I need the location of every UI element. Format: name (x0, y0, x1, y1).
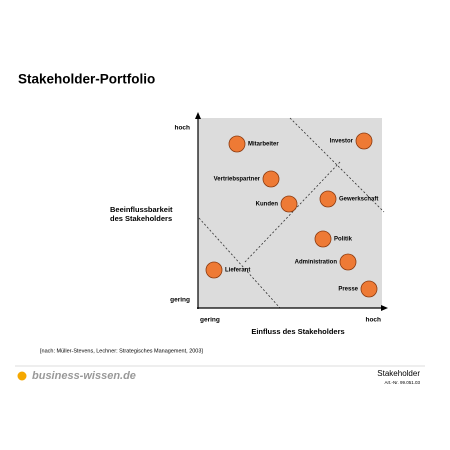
brand-dot (17, 371, 27, 381)
stakeholder (280, 195, 298, 213)
x-low: gering (200, 317, 220, 324)
y-title: Beeinflussbarkeit (110, 205, 173, 214)
stakeholder-label: Investor (330, 139, 354, 145)
stakeholder-label: Presse (338, 287, 358, 293)
y-high: hoch (174, 125, 190, 132)
y-title: des Stakeholders (110, 214, 172, 223)
x-title: Einfluss des Stakeholders (251, 327, 344, 336)
stakeholder-label: Kunden (256, 202, 279, 208)
article: Art.-Nr. 99.051.03 (384, 380, 420, 385)
stakeholder-label: Lieferant (225, 268, 250, 274)
stakeholder (319, 190, 337, 208)
plot-area (198, 118, 382, 308)
stakeholder (355, 132, 373, 150)
nodes: Mitarbeiter Investor Vertriebspartner Kunde… (205, 132, 378, 298)
stakeholder (228, 135, 246, 153)
stakeholder-label: Politik (334, 237, 353, 243)
stakeholder (205, 261, 223, 279)
y-low: gering (170, 297, 190, 304)
x-high: hoch (365, 317, 381, 324)
stakeholder (314, 230, 332, 248)
topic: Stakeholder (377, 369, 420, 378)
stakeholder (360, 280, 378, 298)
stakeholder-label: Administration (295, 260, 338, 266)
source: [nach: Müller-Stevens, Lechner: Strategi… (40, 348, 203, 354)
dividers (198, 117, 385, 309)
brand: business-wissen.de (32, 370, 136, 382)
stakeholder (339, 253, 357, 271)
title: Stakeholder-Portfolio (18, 72, 155, 87)
stakeholder-label: Vertriebspartner (214, 177, 261, 183)
stakeholder (262, 170, 280, 188)
axes (197, 116, 384, 309)
stakeholder-label: Gewerkschaft (339, 197, 378, 203)
stakeholder-label: Mitarbeiter (248, 142, 279, 148)
